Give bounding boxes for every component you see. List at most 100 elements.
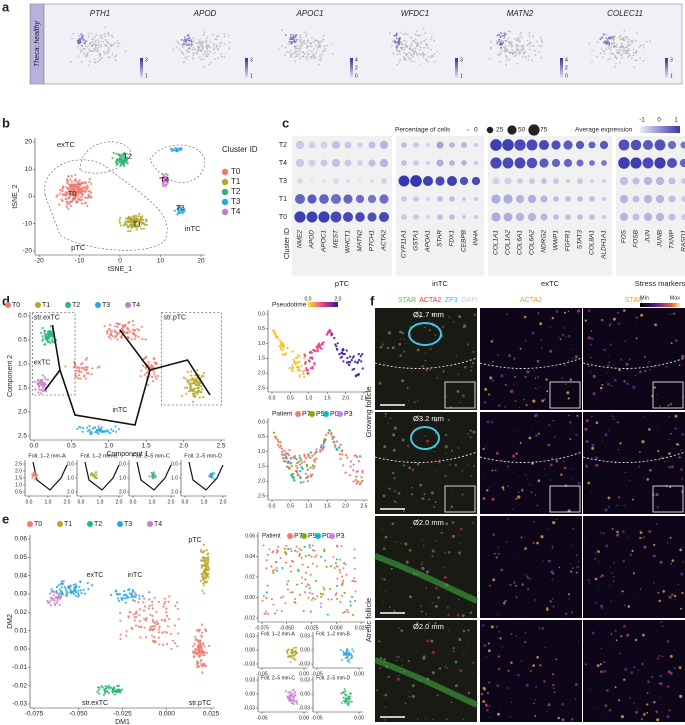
- cell-dot: [83, 368, 86, 371]
- cell-dot: [599, 38, 602, 41]
- signal: [411, 370, 413, 372]
- label: 0.00: [299, 671, 309, 677]
- cell-dot: [303, 453, 306, 456]
- cell-dot: [137, 329, 141, 332]
- signal: [604, 433, 608, 437]
- cell-dot: [341, 584, 343, 587]
- cell-dot: [165, 607, 168, 610]
- signal: [609, 343, 612, 346]
- signal: [515, 543, 517, 545]
- signal: [543, 398, 547, 401]
- cell-dot: [538, 44, 541, 47]
- color-scale: [640, 303, 680, 307]
- cell-dot: [305, 35, 307, 37]
- cell-dot: [308, 53, 310, 56]
- label: 0.000: [330, 625, 343, 631]
- cell-dot: [129, 330, 132, 333]
- legend-dot: [337, 411, 343, 417]
- cell-dot: [206, 580, 209, 583]
- cell-dot: [164, 178, 167, 181]
- signal: [482, 497, 485, 500]
- cell-dot: [41, 381, 44, 384]
- cell-dot: [200, 572, 203, 576]
- signal: [452, 647, 455, 650]
- label: DM1: [115, 719, 130, 725]
- signal: [603, 661, 606, 663]
- dot: [343, 194, 353, 204]
- cell-dot: [320, 53, 323, 56]
- label: COL1A2: [505, 230, 512, 255]
- cell-dot: [296, 361, 299, 364]
- signal: [669, 536, 672, 539]
- signal: [506, 465, 510, 468]
- cell-dot: [53, 599, 56, 602]
- cell-dot: [298, 369, 301, 372]
- cell-dot: [425, 59, 427, 61]
- signal: [666, 715, 670, 719]
- signal: [632, 385, 636, 389]
- signal: [575, 433, 578, 436]
- cell-dot: [106, 332, 109, 335]
- signal: [380, 317, 382, 319]
- signal: [516, 430, 518, 432]
- cell-dot: [328, 429, 331, 432]
- cell-dot: [62, 580, 65, 583]
- signal: [450, 701, 453, 704]
- signal: [402, 338, 405, 341]
- cell-dot: [39, 381, 42, 384]
- cell-dot: [103, 26, 106, 29]
- cell-dot: [401, 48, 404, 51]
- signal: [423, 493, 426, 496]
- cell-dot: [322, 34, 325, 37]
- signal: [519, 441, 522, 444]
- label: 0.0: [269, 395, 276, 401]
- signal: [444, 445, 448, 449]
- label: Foll. 1–2 mm-A: [28, 453, 66, 459]
- cell-dot: [291, 38, 294, 41]
- cell-dot: [292, 692, 294, 695]
- signal: [531, 331, 535, 335]
- cell-dot: [176, 607, 179, 610]
- signal: [553, 687, 555, 689]
- label: T4: [279, 160, 287, 167]
- dot: [436, 141, 444, 149]
- signal: [521, 615, 523, 617]
- cell-dot: [298, 554, 301, 557]
- cell-dot: [639, 44, 642, 47]
- signal: [429, 348, 432, 350]
- label: STAR: [437, 230, 444, 247]
- label: Cluster ID: [284, 228, 291, 259]
- label: 2.0: [119, 489, 126, 495]
- cell-dot: [148, 604, 151, 608]
- cell-dot: [98, 686, 101, 689]
- cell-dot: [196, 369, 199, 372]
- signal: [676, 443, 679, 446]
- cell-dot: [334, 445, 337, 448]
- cell-dot: [300, 556, 303, 559]
- signal: [534, 377, 537, 379]
- cell-dot: [619, 48, 621, 51]
- dot: [514, 139, 526, 151]
- cell-dot: [75, 369, 78, 372]
- signal: [463, 324, 467, 328]
- dot: [667, 140, 677, 150]
- cell-dot: [311, 45, 313, 48]
- cell-dot: [348, 658, 350, 661]
- label: CYP11A1: [401, 230, 408, 258]
- label: 25: [496, 127, 504, 134]
- cell-dot: [306, 52, 308, 55]
- label: -0.05: [256, 671, 268, 677]
- label: STAT3: [577, 230, 584, 250]
- cell-dot: [155, 363, 158, 366]
- cell-dot: [74, 583, 77, 586]
- cell-dot: [121, 688, 124, 691]
- cell-dot: [123, 153, 127, 156]
- cell-dot: [209, 474, 212, 477]
- cell-dot: [299, 476, 302, 479]
- signal: [387, 422, 390, 424]
- label: 0.03: [300, 633, 310, 639]
- cell-dot: [605, 33, 608, 36]
- cell-dot: [68, 189, 72, 192]
- signal: [586, 383, 587, 384]
- label: 1.5: [324, 503, 331, 509]
